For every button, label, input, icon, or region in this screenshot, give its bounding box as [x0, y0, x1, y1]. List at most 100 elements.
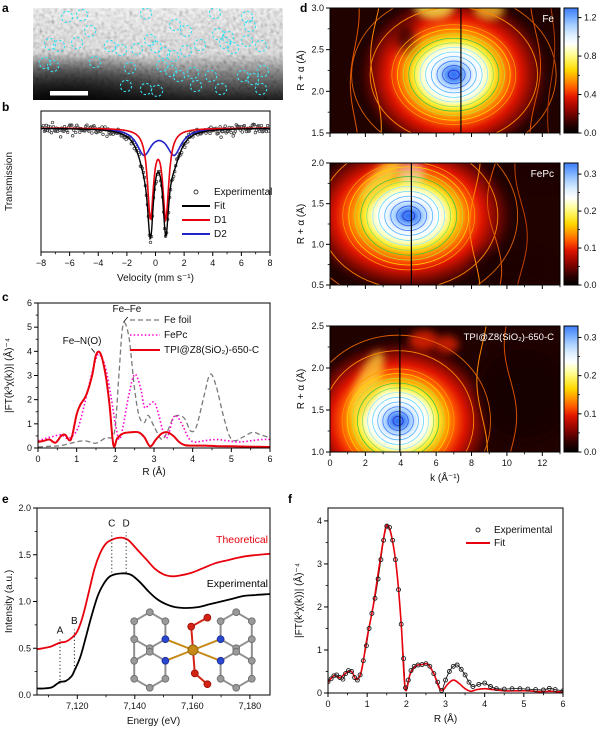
- experimental-point: [525, 686, 531, 692]
- panel-label-a: a: [2, 1, 9, 15]
- experimental-point: [396, 587, 401, 593]
- contour-line: [366, 181, 452, 251]
- o-atom: [203, 680, 212, 689]
- experimental-point: [488, 684, 493, 689]
- experimental-point: [208, 131, 212, 136]
- legend-marker-experimental: [193, 189, 199, 195]
- panel-label-b: b: [2, 100, 10, 114]
- tick-label: 3.0: [311, 3, 324, 13]
- tick-label: 1: [317, 645, 322, 655]
- c-atom: [216, 674, 225, 683]
- panel-f-exafs-fit-chart: 0 1 2 3 4 5 6 0 1 2 3 4 R (Å) |FT(k³χ(k))| (Å)⁻⁴ Exper…: [292, 507, 566, 725]
- experimental-point: [340, 676, 346, 682]
- o-atom: [187, 622, 196, 631]
- tick-label: 0: [35, 454, 40, 464]
- experimental-point: [242, 124, 246, 128]
- wavelet-dark-region: [479, 348, 560, 439]
- legend-label: TPI@Z8(SiO₂)-650-C: [164, 345, 259, 356]
- experimental-point: [247, 129, 252, 133]
- annotation-line: [123, 316, 129, 323]
- y-axis-label: R + α (Å): [296, 204, 307, 245]
- annotation-label: Fe–Fe: [112, 304, 141, 315]
- contour-wave-line: [370, 8, 382, 133]
- contour-line: [390, 200, 428, 231]
- experimental-point: [446, 669, 452, 674]
- contour-line: [372, 396, 425, 445]
- single-atom-marker: [46, 59, 60, 73]
- experimental-point: [360, 658, 366, 664]
- experimental-point: [454, 662, 460, 668]
- single-atom-marker: [243, 19, 257, 33]
- wavelet-intensity-blob: [353, 8, 554, 133]
- contour-line: [413, 42, 494, 107]
- experimental-point: [105, 134, 109, 138]
- y-axis-label: |FT(k³χ(k))| (Å)⁻⁴: [292, 563, 305, 638]
- experimental-point: [476, 681, 482, 687]
- c-atom: [247, 635, 256, 644]
- single-atom-marker: [166, 49, 180, 63]
- experimental-point: [233, 129, 237, 133]
- tick-label: 5: [521, 699, 526, 709]
- panel-a-stem-image: [33, 8, 283, 100]
- y-axis-label: Intensity (a.u.): [4, 570, 15, 633]
- experimental-point: [427, 663, 433, 669]
- experimental-point: [259, 123, 264, 128]
- wavelet-map: [330, 8, 560, 133]
- experimental-point: [482, 680, 488, 686]
- contour-wave-line: [547, 8, 556, 133]
- experimental-point: [443, 677, 448, 683]
- experimental-point: [183, 145, 187, 149]
- tick-label: 0: [27, 443, 32, 453]
- single-atom-marker: [254, 39, 268, 53]
- contour-wave-line: [514, 163, 528, 285]
- single-atom-marker: [75, 8, 89, 22]
- experimental-point: [363, 643, 369, 649]
- single-atom-marker: [168, 18, 182, 32]
- contour-line: [396, 205, 422, 227]
- experimental-point: [435, 679, 441, 685]
- tick-label: 4: [398, 458, 403, 468]
- experimental-point: [334, 672, 340, 678]
- experimental-point: [264, 129, 269, 134]
- contour-line: [387, 411, 409, 431]
- experimental-point: [85, 123, 89, 127]
- tick-label: 0.5: [311, 280, 324, 290]
- fit-curve: [328, 524, 563, 693]
- tick-label: 0.5: [18, 643, 31, 653]
- tick-label: 0: [325, 699, 330, 709]
- tick-label: 4: [190, 454, 195, 464]
- single-atom-marker: [211, 27, 225, 41]
- contour-wave-line: [487, 163, 503, 285]
- c-atom: [145, 608, 154, 617]
- experimental-point: [101, 132, 105, 137]
- contour-line: [378, 190, 440, 241]
- single-atom-marker: [246, 72, 260, 86]
- wavelet-ridge: [434, 335, 459, 354]
- molecule-inset: [130, 608, 256, 692]
- experimental-point: [45, 128, 50, 133]
- x-axis-label: k (Å⁻¹): [430, 471, 460, 484]
- experimental-point: [398, 621, 404, 627]
- colorbar-label: 0.2: [584, 206, 597, 216]
- tick-label: 2.5: [311, 45, 324, 55]
- contour-line: [354, 171, 464, 261]
- legend-marker-experimental: [475, 527, 481, 533]
- single-atom-marker: [60, 10, 74, 24]
- n-atom: [161, 635, 170, 644]
- single-atom-marker: [193, 38, 207, 52]
- tick-label: 8: [469, 458, 474, 468]
- c-atom: [216, 617, 225, 626]
- tick-label: 5: [27, 322, 32, 332]
- experimental-point: [349, 669, 354, 674]
- outer-contour: [330, 334, 491, 452]
- tick-label: 1: [365, 699, 370, 709]
- tick-label: 2.0: [311, 158, 324, 168]
- legend-label: Experimental: [214, 187, 272, 198]
- experimental-point: [560, 688, 563, 693]
- wavelet-dark-region: [397, 23, 414, 52]
- contour-line: [391, 24, 517, 126]
- feature-label: A: [57, 625, 64, 636]
- series-group: [328, 523, 563, 693]
- experimental-point: [41, 123, 46, 128]
- contour-wave-line: [469, 163, 481, 285]
